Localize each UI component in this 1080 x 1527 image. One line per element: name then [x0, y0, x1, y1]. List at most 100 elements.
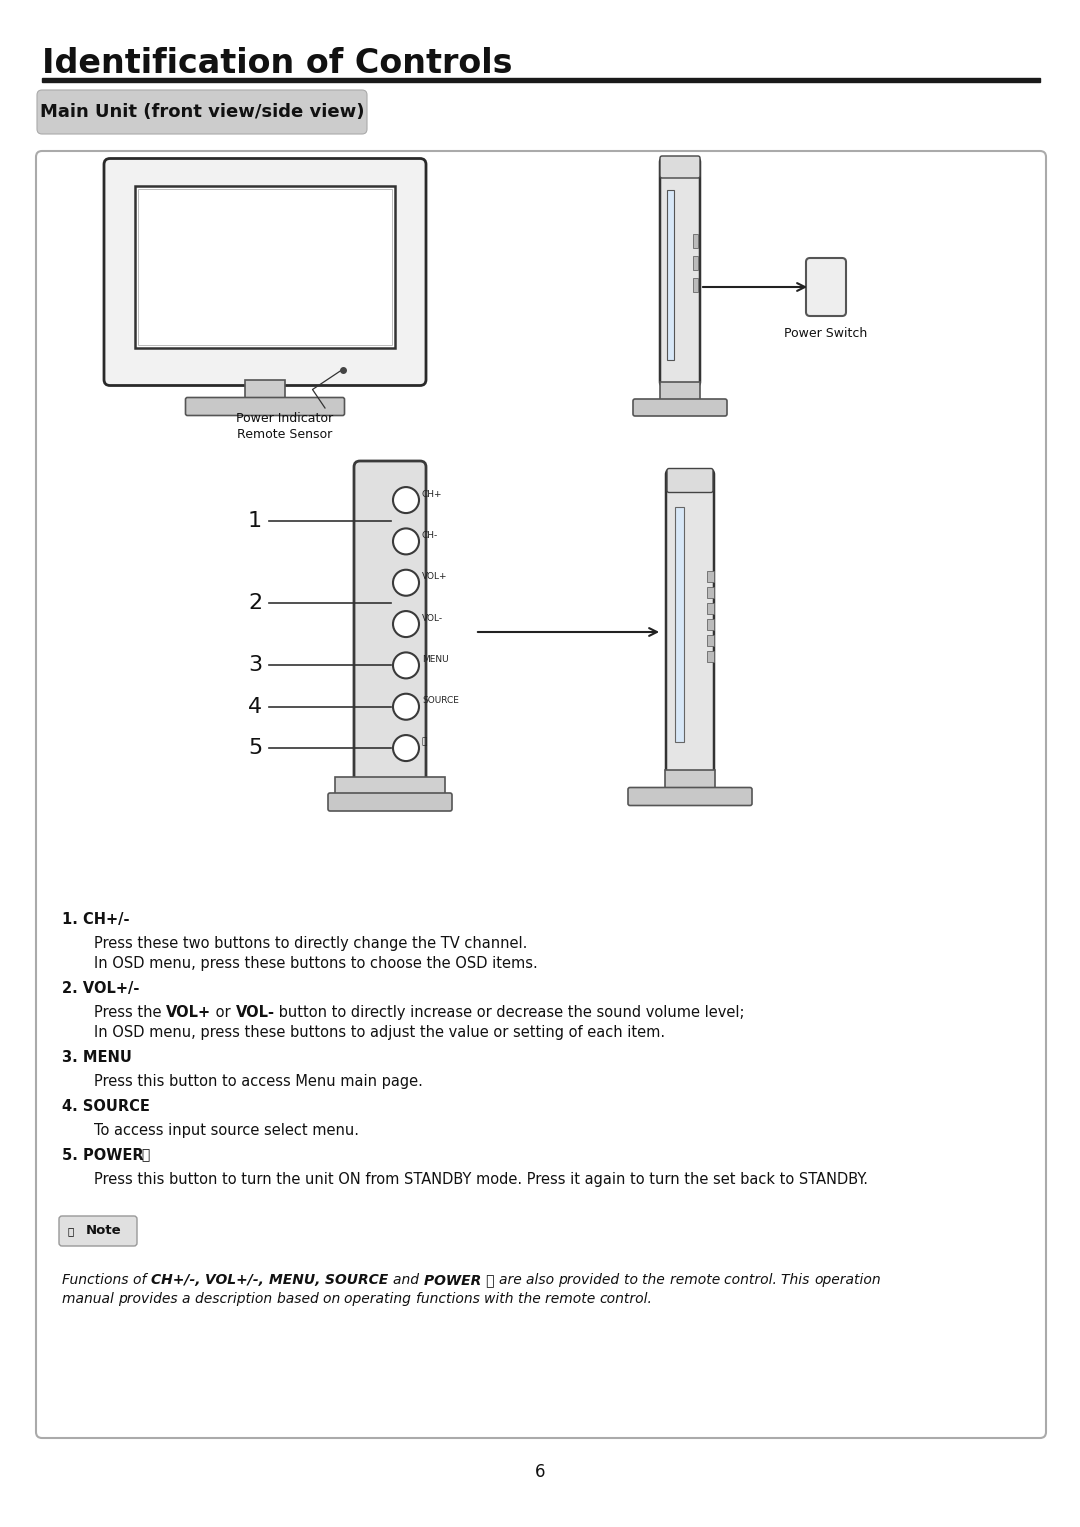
Text: 1. CH+/-: 1. CH+/- [62, 912, 130, 927]
Text: control.: control. [599, 1292, 652, 1306]
Text: 6: 6 [535, 1463, 545, 1481]
Text: VOL-: VOL- [422, 614, 443, 623]
Text: To access input source select menu.: To access input source select menu. [94, 1122, 359, 1138]
Text: 📝: 📝 [68, 1226, 75, 1235]
Bar [135, 186, 395, 348]
Bar [660, 382, 700, 402]
Text: 2. VOL+/-: 2. VOL+/- [62, 980, 139, 996]
Text: 5. POWER: 5. POWER [62, 1148, 144, 1164]
Text: VOL+/-,: VOL+/-, [205, 1274, 269, 1287]
Text: VOL-: VOL- [235, 1005, 274, 1020]
FancyBboxPatch shape [806, 258, 846, 316]
Text: also: also [526, 1274, 558, 1287]
Text: POWER ⏻: POWER ⏻ [423, 1274, 499, 1287]
Text: Identification of Controls: Identification of Controls [42, 47, 513, 79]
Text: 1: 1 [248, 510, 262, 531]
Bar [693, 278, 698, 292]
Bar [245, 380, 285, 402]
FancyBboxPatch shape [59, 1215, 137, 1246]
Text: are: are [499, 1274, 526, 1287]
Text: In OSD menu, press these buttons to choose the OSD items.: In OSD menu, press these buttons to choo… [94, 956, 538, 971]
Text: 3: 3 [248, 655, 262, 675]
Text: In OSD menu, press these buttons to adjust the value or setting of each item.: In OSD menu, press these buttons to adju… [94, 1025, 665, 1040]
Text: provides: provides [118, 1292, 183, 1306]
Bar [693, 257, 698, 270]
Text: Power Switch: Power Switch [784, 327, 867, 341]
Text: control.: control. [724, 1274, 781, 1287]
FancyBboxPatch shape [186, 397, 345, 415]
Text: to: to [624, 1274, 643, 1287]
Text: VOL+: VOL+ [422, 573, 447, 582]
Bar [707, 603, 714, 614]
Text: Power Indicator: Power Indicator [237, 412, 334, 425]
Circle shape [393, 611, 419, 637]
FancyBboxPatch shape [328, 793, 453, 811]
Text: operation: operation [814, 1274, 881, 1287]
Text: ⏻: ⏻ [422, 738, 428, 747]
Bar [138, 189, 392, 345]
Text: manual: manual [62, 1292, 118, 1306]
Text: Press these two buttons to directly change the TV channel.: Press these two buttons to directly chan… [94, 936, 527, 951]
Bar [667, 189, 674, 360]
FancyBboxPatch shape [660, 156, 700, 179]
Text: 2: 2 [248, 594, 262, 614]
Text: 4. SOURCE: 4. SOURCE [62, 1099, 150, 1115]
Text: 5: 5 [248, 738, 262, 757]
Circle shape [393, 693, 419, 719]
Text: CH+/-,: CH+/-, [150, 1274, 205, 1287]
Bar [707, 618, 714, 631]
FancyBboxPatch shape [104, 159, 426, 385]
Bar [707, 635, 714, 646]
Text: on: on [323, 1292, 345, 1306]
Bar [707, 586, 714, 599]
Text: the: the [517, 1292, 545, 1306]
Text: of: of [133, 1274, 150, 1287]
Bar [335, 777, 445, 797]
Circle shape [393, 734, 419, 760]
Text: and: and [393, 1274, 423, 1287]
Text: description: description [195, 1292, 276, 1306]
Bar [707, 571, 714, 582]
Text: ⏻: ⏻ [137, 1148, 150, 1162]
Text: Press this button to turn the unit ON from STANDBY mode. Press it again to turn : Press this button to turn the unit ON fr… [94, 1173, 868, 1186]
Text: Note: Note [86, 1225, 122, 1237]
Text: Functions: Functions [62, 1274, 133, 1287]
Text: CH+: CH+ [422, 490, 443, 499]
Text: SOURCE: SOURCE [422, 696, 459, 705]
FancyBboxPatch shape [627, 788, 752, 806]
Text: a: a [183, 1292, 195, 1306]
FancyBboxPatch shape [633, 399, 727, 415]
Text: or: or [212, 1005, 235, 1020]
FancyBboxPatch shape [660, 157, 700, 386]
FancyBboxPatch shape [667, 469, 713, 493]
Text: the: the [643, 1274, 670, 1287]
Circle shape [393, 528, 419, 554]
Text: button to directly increase or decrease the sound volume level;: button to directly increase or decrease … [274, 1005, 745, 1020]
Text: with: with [484, 1292, 517, 1306]
Text: This: This [781, 1274, 814, 1287]
Bar [707, 651, 714, 663]
Text: 4: 4 [248, 696, 262, 716]
FancyBboxPatch shape [36, 151, 1047, 1438]
Text: based: based [276, 1292, 323, 1306]
Text: Main Unit (front view/side view): Main Unit (front view/side view) [40, 102, 364, 121]
Text: MENU,: MENU, [269, 1274, 325, 1287]
Text: operating: operating [345, 1292, 416, 1306]
Text: Press this button to access Menu main page.: Press this button to access Menu main pa… [94, 1073, 423, 1089]
Text: remote: remote [670, 1274, 724, 1287]
Circle shape [393, 652, 419, 678]
FancyBboxPatch shape [354, 461, 426, 783]
Text: SOURCE: SOURCE [325, 1274, 393, 1287]
Text: Press the: Press the [94, 1005, 166, 1020]
Circle shape [393, 487, 419, 513]
Text: Remote Sensor: Remote Sensor [238, 428, 333, 441]
Text: functions: functions [416, 1292, 484, 1306]
Text: CH-: CH- [422, 531, 438, 541]
Bar [693, 234, 698, 247]
FancyBboxPatch shape [666, 469, 714, 774]
Text: 3. MENU: 3. MENU [62, 1051, 132, 1064]
Text: MENU: MENU [422, 655, 448, 664]
Text: provided: provided [558, 1274, 624, 1287]
FancyBboxPatch shape [37, 90, 367, 134]
Bar [675, 507, 684, 742]
